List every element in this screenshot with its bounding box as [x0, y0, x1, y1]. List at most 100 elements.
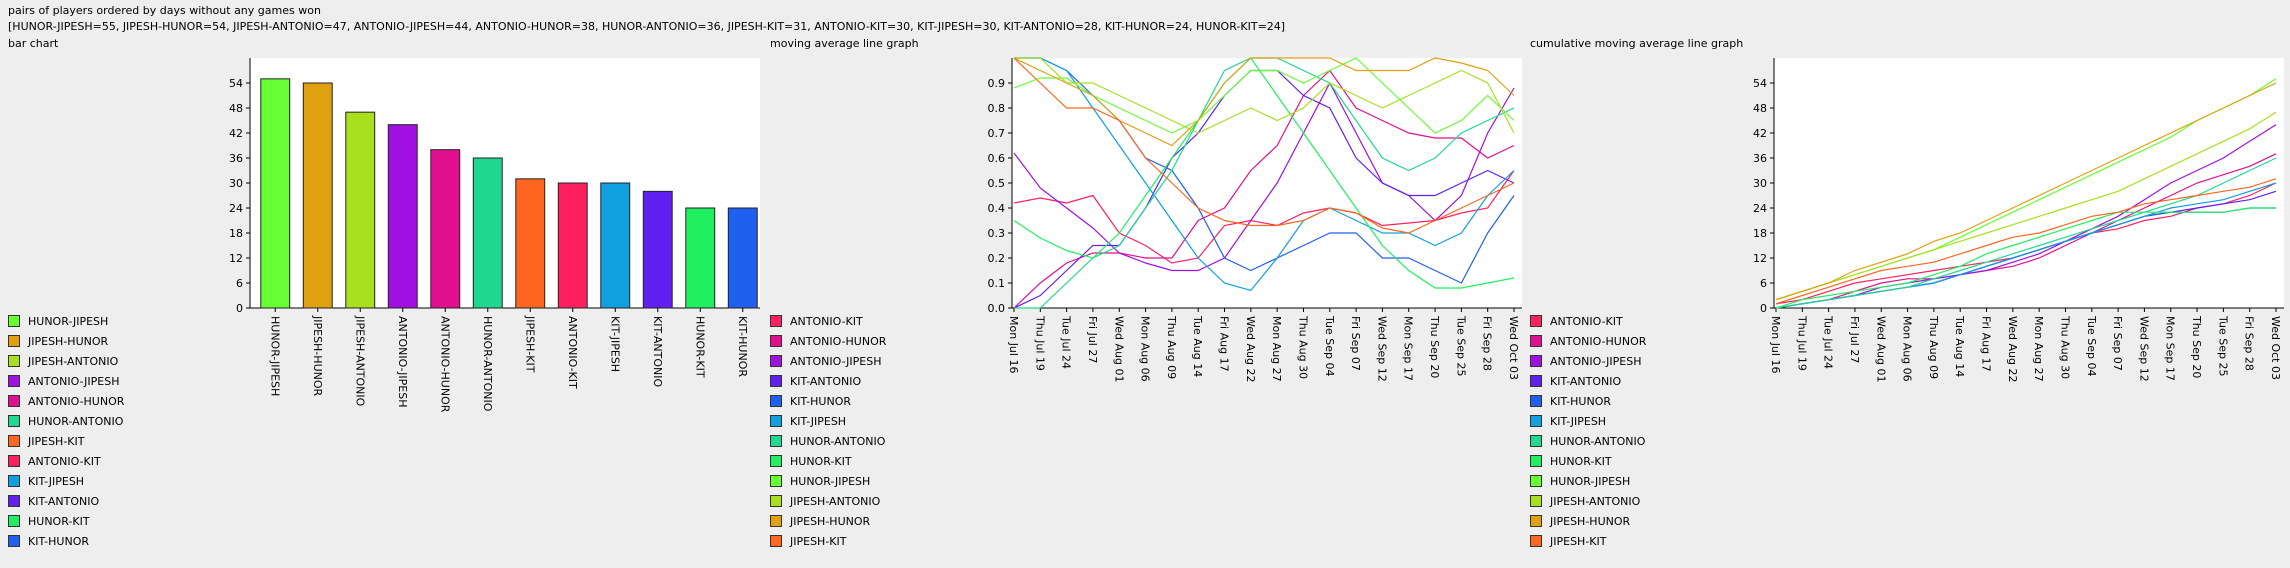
cma-y-tick-label: 36 — [1753, 152, 1767, 165]
ma-x-label: Mon Jul 16 — [1007, 316, 1020, 373]
legend-swatch — [8, 355, 20, 367]
legend-swatch — [770, 375, 782, 387]
bar-legend-item: ANTONIO-KIT — [8, 455, 101, 468]
bar-legend-item: JIPESH-HUNOR — [8, 335, 108, 348]
ma-y-tick-label: 0.2 — [988, 252, 1006, 265]
bar-y-tick-label: 0 — [236, 302, 243, 315]
legend-label: KIT-JIPESH — [1550, 415, 1607, 428]
cma-series-jipesh-antonio — [1775, 111, 2277, 301]
legend-label: HUNOR-KIT — [790, 455, 852, 468]
legend-label: JIPESH-KIT — [790, 535, 847, 548]
bar-kit-hunor — [727, 207, 758, 309]
ma-legend-item: KIT-ANTONIO — [770, 375, 862, 388]
bar-y-tick-label: 42 — [229, 127, 243, 140]
cma-legend-item: JIPESH-ANTONIO — [1530, 495, 1640, 508]
bar-y-tick-label: 30 — [229, 177, 243, 190]
legend-label: HUNOR-ANTONIO — [28, 415, 124, 428]
legend-swatch — [8, 535, 20, 547]
ma-y-tick-label: 0.6 — [988, 152, 1006, 165]
bar-legend-item: ANTONIO-JIPESH — [8, 375, 119, 388]
ma-legend-item: JIPESH-HUNOR — [770, 515, 870, 528]
legend-label: KIT-HUNOR — [790, 395, 851, 408]
cma-legend-item: KIT-ANTONIO — [1530, 375, 1622, 388]
bar-antonio-hunor — [430, 149, 461, 309]
legend-swatch — [1530, 435, 1542, 447]
legend-swatch — [770, 535, 782, 547]
ma-legend-item: KIT-JIPESH — [770, 415, 846, 428]
cumulative-title: cumulative moving average line graph — [1530, 37, 1744, 50]
bar-x-label: ANTONIO-JIPESH — [396, 316, 409, 407]
ma-x-label: Wed Aug 22 — [1244, 316, 1257, 382]
cma-y-tick-label: 0 — [1760, 302, 1767, 315]
cma-legend-item: ANTONIO-KIT — [1530, 315, 1623, 328]
ma-x-label: Fri Jul 27 — [1086, 316, 1099, 363]
cma-x-label: Tue Sep 25 — [2216, 315, 2229, 377]
bar-legend-item: HUNOR-ANTONIO — [8, 415, 124, 428]
cma-legend-item: HUNOR-KIT — [1530, 455, 1612, 468]
bar-y-tick-label: 24 — [229, 202, 243, 215]
cma-x-label: Mon Aug 27 — [2032, 316, 2045, 382]
legend-swatch — [1530, 375, 1542, 387]
ma-x-label: Tue Jul 24 — [1060, 315, 1073, 369]
legend-label: ANTONIO-HUNOR — [1550, 335, 1647, 348]
legend-label: ANTONIO-KIT — [790, 315, 863, 328]
cma-series-antonio-hunor — [1775, 153, 2277, 309]
legend-label: KIT-ANTONIO — [790, 375, 862, 388]
cma-series-hunor-kit — [1775, 207, 2276, 309]
cma-legend-item: ANTONIO-HUNOR — [1530, 335, 1647, 348]
cma-legend-item: KIT-HUNOR — [1530, 395, 1611, 408]
legend-label: HUNOR-KIT — [28, 515, 90, 528]
ma-y-tick-label: 0.0 — [988, 302, 1006, 315]
legend-label: JIPESH-ANTONIO — [790, 495, 881, 508]
legend-swatch — [1530, 495, 1542, 507]
ma-x-label: Wed Aug 01 — [1112, 316, 1125, 382]
ma-x-label: Thu Jul 19 — [1033, 315, 1046, 371]
ma-series-hunor-jipesh — [1013, 57, 1515, 134]
ma-series-antonio-jipesh — [1013, 81, 1515, 272]
cma-y-tick-label: 24 — [1753, 202, 1767, 215]
legend-swatch — [1530, 395, 1542, 407]
cma-legend-item: HUNOR-JIPESH — [1530, 475, 1630, 488]
ma-x-label: Fri Aug 17 — [1218, 316, 1231, 372]
legend-swatch — [8, 475, 20, 487]
legend-label: JIPESH-KIT — [1550, 535, 1607, 548]
legend-label: ANTONIO-JIPESH — [790, 355, 882, 368]
ma-y-tick-label: 0.1 — [988, 277, 1006, 290]
legend-label: KIT-JIPESH — [28, 475, 85, 488]
bar-chart-title: bar chart — [8, 37, 59, 50]
legend-swatch — [1530, 535, 1542, 547]
bar-x-label: JIPESH-HUNOR — [311, 315, 324, 397]
ma-series-antonio-hunor — [1013, 69, 1515, 309]
legend-swatch — [1530, 355, 1542, 367]
legend-swatch — [770, 515, 782, 527]
cma-legend-item: JIPESH-KIT — [1530, 535, 1607, 548]
ma-legend-item: HUNOR-ANTONIO — [770, 435, 885, 448]
legend-label: ANTONIO-JIPESH — [1550, 355, 1642, 368]
cma-x-label: Thu Aug 30 — [2058, 315, 2071, 379]
legend-swatch — [8, 395, 20, 407]
ma-y-tick-label: 0.4 — [988, 202, 1006, 215]
page-title: pairs of players ordered by days without… — [8, 4, 321, 17]
bar-legend-item: HUNOR-KIT — [8, 515, 90, 528]
bar-x-label: ANTONIO-KIT — [566, 316, 579, 389]
ma-y-tick-label: 0.5 — [988, 177, 1006, 190]
bar-hunor-jipesh — [260, 78, 291, 309]
cma-x-label: Fri Aug 17 — [1980, 316, 1993, 372]
ma-x-label: Thu Sep 20 — [1428, 315, 1441, 378]
cma-series-jipesh-kit — [1775, 178, 2277, 305]
legend-label: HUNOR-JIPESH — [790, 475, 871, 488]
cma-x-label: Thu Jul 19 — [1795, 315, 1808, 371]
cma-series-antonio-jipesh — [1775, 124, 2277, 309]
cma-x-label: Thu Aug 09 — [1927, 315, 1940, 379]
ma-legend-item: ANTONIO-HUNOR — [770, 335, 886, 348]
bar-kit-jipesh — [600, 182, 631, 309]
bar-plot-area — [250, 58, 760, 308]
bar-y-tick-label: 36 — [229, 152, 243, 165]
bar-hunor-kit — [685, 207, 716, 309]
cma-y-tick-label: 48 — [1753, 102, 1767, 115]
ma-series-kit-jipesh — [1014, 57, 1515, 292]
legend-label: KIT-ANTONIO — [1550, 375, 1622, 388]
cma-x-label: Fri Jul 27 — [1848, 316, 1861, 363]
ma-y-tick-label: 0.3 — [988, 227, 1006, 240]
cma-x-label: Mon Aug 06 — [1901, 316, 1914, 382]
